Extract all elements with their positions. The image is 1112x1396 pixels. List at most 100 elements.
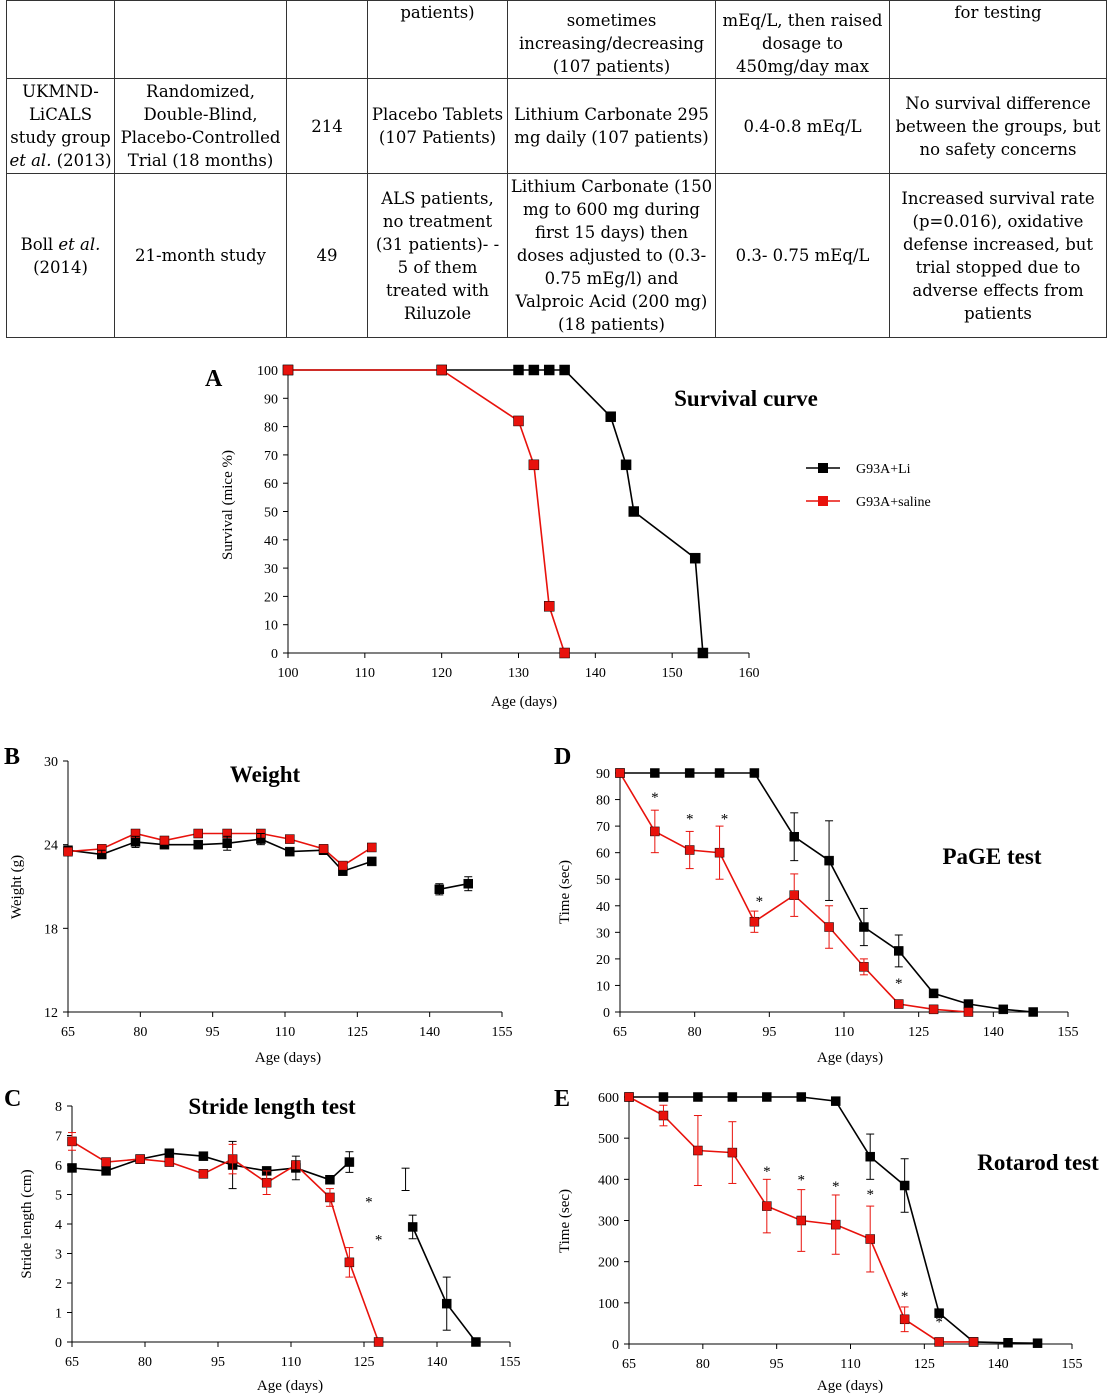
significance-asterisk: * [721, 811, 729, 827]
series-line [439, 882, 469, 891]
y-tick-label: 5 [55, 1189, 62, 1204]
table-cell: No survival difference between the group… [889, 78, 1107, 174]
data-point [615, 768, 625, 778]
study-year: (2013) [51, 151, 112, 170]
table-cell: ALS patients, no treatment (31 patients)… [367, 173, 508, 338]
y-axis-label: Time (sec) [557, 860, 573, 924]
data-point [198, 1151, 209, 1161]
x-tick-label: 110 [281, 1355, 301, 1370]
data-point [285, 846, 295, 857]
y-tick-label: 6 [55, 1159, 62, 1174]
data-point [620, 459, 632, 471]
data-point [285, 834, 295, 844]
data-point [628, 506, 639, 517]
x-tick-label: 80 [696, 1357, 710, 1372]
panel-letter: C [4, 1086, 21, 1112]
y-tick-label: 90 [596, 767, 610, 782]
data-point [436, 364, 447, 376]
data-point [1003, 1338, 1013, 1348]
data-point [559, 364, 570, 376]
table-cell: 49 [286, 173, 368, 338]
x-tick-label: 125 [354, 1355, 375, 1370]
y-tick-label: 30 [596, 926, 610, 941]
y-tick-label: 10 [596, 979, 610, 994]
chart-title: Survival curve [674, 386, 818, 411]
y-tick-label: 600 [598, 1091, 619, 1106]
panel-letter: A [205, 366, 223, 392]
x-tick-label: 125 [347, 1025, 368, 1040]
data-point [543, 364, 555, 376]
series-line [71, 1152, 350, 1181]
data-point [164, 1157, 175, 1167]
significance-asterisk: * [935, 1315, 943, 1331]
x-tick-label: 65 [622, 1357, 636, 1372]
data-point [318, 844, 329, 854]
x-tick-label: 95 [762, 1025, 776, 1040]
x-tick-label: 80 [138, 1355, 152, 1370]
x-tick-label: 125 [908, 1025, 929, 1040]
y-tick-label: 3 [55, 1248, 62, 1263]
panel-letter: D [554, 744, 571, 770]
y-tick-label: 4 [55, 1218, 62, 1233]
data-point [101, 1166, 111, 1176]
y-tick-label: 60 [596, 847, 610, 862]
x-tick-label: 110 [355, 666, 375, 681]
significance-asterisk: * [901, 1289, 909, 1305]
y-tick-label: 400 [598, 1173, 619, 1188]
data-point [693, 1092, 703, 1102]
y-tick-label: 0 [603, 1006, 610, 1021]
x-axis-label: Age (days) [817, 1378, 883, 1394]
y-tick-label: 40 [596, 900, 610, 915]
y-tick-label: 8 [55, 1100, 62, 1115]
x-tick-label: 125 [914, 1357, 935, 1372]
study-year: (2014) [33, 257, 88, 277]
data-point [373, 1337, 384, 1347]
y-tick-label: 100 [598, 1297, 619, 1312]
data-point [650, 768, 660, 778]
significance-asterisk: * [798, 1172, 806, 1188]
significance-asterisk: * [365, 1194, 373, 1210]
y-axis-label: Survival (mice %) [220, 450, 236, 560]
data-point [684, 768, 695, 778]
table-cell: sometimes increasing/decreasing (107 pat… [507, 0, 716, 79]
y-tick-label: 18 [44, 922, 58, 937]
data-point [624, 1092, 634, 1102]
et-al: et al. [58, 234, 101, 254]
chart-title: Rotarod test [977, 1150, 1099, 1175]
data-point [762, 1092, 772, 1102]
data-point [528, 459, 540, 471]
chart-title: Weight [230, 762, 301, 787]
panel-letter: B [4, 744, 20, 770]
y-tick-label: 60 [264, 477, 278, 492]
x-tick-label: 95 [770, 1357, 784, 1372]
y-tick-label: 200 [598, 1256, 619, 1271]
table-cell [286, 0, 368, 79]
table-cell: UKMND-LiCALS study group et al. (2013) [6, 78, 115, 174]
x-tick-label: 80 [688, 1025, 702, 1040]
data-point [689, 552, 701, 564]
data-point [963, 999, 974, 1009]
table-cell: Increased survival rate (p=0.016), oxida… [889, 173, 1107, 338]
x-tick-label: 65 [61, 1025, 75, 1040]
series-line [288, 369, 566, 654]
y-tick-label: 0 [271, 647, 278, 662]
table-cell: Randomized, Double-Blind, Placebo-Contro… [114, 78, 287, 174]
data-point [198, 1169, 209, 1179]
data-point [830, 1096, 841, 1106]
series-line [71, 1140, 380, 1343]
y-tick-label: 100 [257, 364, 278, 379]
significance-asterisk: * [832, 1179, 840, 1195]
significance-asterisk: * [895, 976, 903, 992]
series-line [288, 369, 704, 654]
data-point [135, 1154, 145, 1164]
data-point [1028, 1007, 1038, 1017]
data-point [67, 1163, 77, 1173]
data-point [543, 601, 555, 612]
data-point [934, 1337, 944, 1347]
significance-asterisk: * [756, 894, 764, 910]
x-tick-label: 65 [65, 1355, 79, 1370]
y-tick-label: 0 [612, 1338, 619, 1353]
x-tick-label: 140 [585, 666, 606, 681]
x-tick-label: 155 [1058, 1025, 1079, 1040]
y-tick-label: 300 [598, 1215, 619, 1230]
